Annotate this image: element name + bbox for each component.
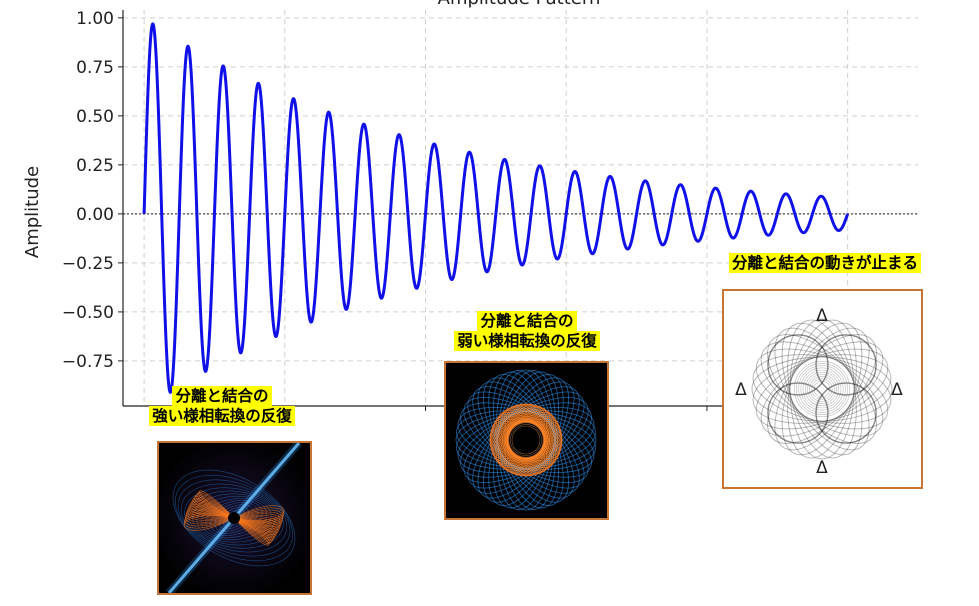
y-tick-label-2: 0.50 (76, 107, 114, 127)
delta-marker-left: Δ (735, 380, 747, 400)
series-line (142, 22, 850, 394)
panel-weak-image (444, 361, 609, 520)
callout-stop: 分離と結合の動きが止まる (690, 253, 960, 273)
callout-weak-line1: 分離と結合の (477, 311, 577, 331)
callout-strong: 分離と結合の 強い様相転換の反復 (112, 386, 332, 426)
y-tick-label-1: 0.75 (76, 58, 114, 78)
stop-knot-art (751, 318, 893, 460)
callout-weak: 分離と結合の 弱い様相転換の反復 (412, 311, 642, 351)
panel-stop-image: Δ Δ Δ Δ (722, 289, 923, 489)
callout-stop-line1: 分離と結合の動きが止まる (728, 253, 921, 273)
y-tick-label-0: 1.00 (76, 9, 114, 29)
delta-marker-right: Δ (891, 380, 903, 400)
delta-marker-top: Δ (816, 306, 828, 326)
y-axis-title: Amplitude (22, 166, 43, 258)
weak-mandala-art (455, 369, 597, 511)
callout-weak-line2: 弱い様相転換の反復 (454, 331, 600, 351)
delta-marker-bottom: Δ (816, 458, 828, 478)
tick-labels: 1.000.750.500.250.00−0.25−0.50−0.754 (62, 9, 849, 435)
y-tick-label-6: −0.50 (62, 303, 114, 323)
y-tick-label-3: 0.25 (76, 156, 114, 176)
y-tick-label-7: −0.75 (62, 352, 114, 372)
callout-strong-line2: 強い様相転換の反復 (149, 406, 295, 426)
callout-strong-line1: 分離と結合の (172, 386, 272, 406)
chart-title: Amplitude Pattern (438, 0, 601, 9)
y-tick-label-4: 0.00 (76, 205, 114, 225)
panel-strong-image (157, 441, 312, 595)
strong-fractal-art (165, 443, 303, 593)
y-tick-label-5: −0.25 (62, 254, 114, 274)
